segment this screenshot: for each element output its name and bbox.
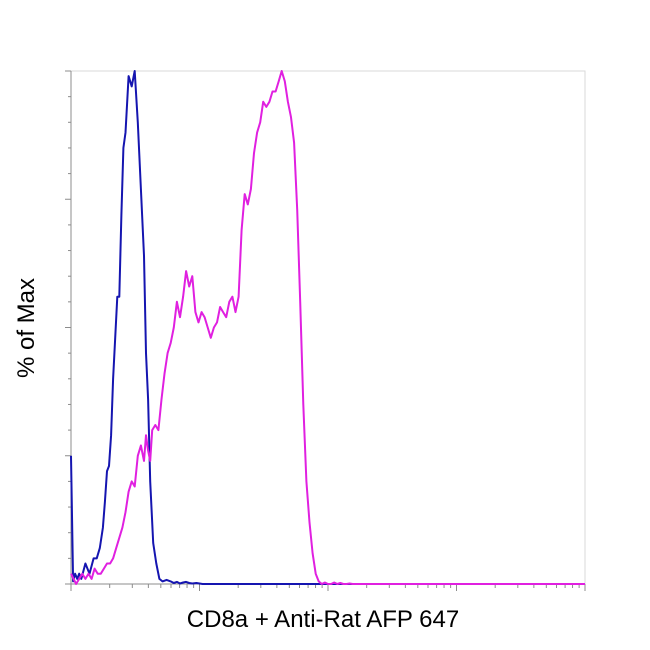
series-line-1 xyxy=(70,70,585,585)
x-axis-ticks xyxy=(70,584,586,591)
y-axis-ticks xyxy=(65,70,71,585)
y-axis-label: % of Max xyxy=(13,278,40,378)
x-axis-label: CD8a + Anti-Rat AFP 647 xyxy=(187,606,459,633)
plot-frame xyxy=(70,70,586,585)
series-line-2 xyxy=(70,70,585,585)
series-layer xyxy=(70,70,585,585)
